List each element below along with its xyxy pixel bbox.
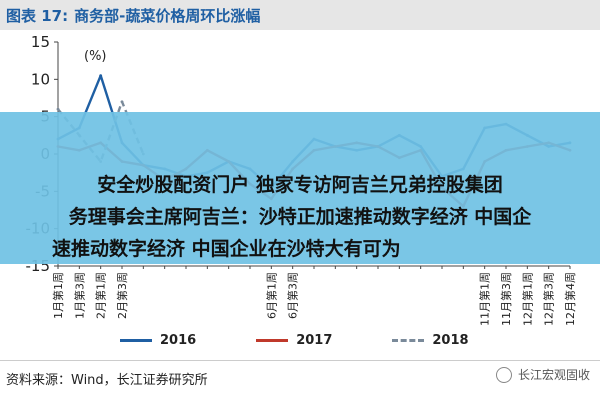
x-tick-label: 12月第1周 xyxy=(520,272,534,326)
x-tick-label: 1月第3周 xyxy=(72,272,86,319)
banner-line-1: 安全炒股配资门户 独家专访阿吉兰兄弟控股集团 xyxy=(97,174,503,196)
footer-divider xyxy=(0,360,600,361)
legend-label-2018: 2018 xyxy=(432,332,469,348)
wechat-logo-icon xyxy=(495,366,512,383)
publisher-logo: 长江宏观固收 xyxy=(495,366,590,383)
banner-line-3: 速推动数字经济 中国企业在沙特大有可为 xyxy=(52,238,401,260)
x-tick-label: 2月第3周 xyxy=(115,272,129,319)
y-tick-label: 15 xyxy=(31,33,50,51)
source-note: 资料来源：Wind，长江证券研究所 xyxy=(6,373,208,388)
legend-swatch-2017 xyxy=(256,338,289,342)
banner-line-2: 务理事会主席阿吉兰：沙特正加速推动数字经济 中国企 xyxy=(68,206,532,228)
legend-label-2017: 2017 xyxy=(296,332,333,348)
x-tick-label: 6月第1周 xyxy=(264,272,278,319)
x-tick-label: 12月第4周 xyxy=(563,272,577,326)
series-point-2016 xyxy=(99,74,103,77)
overlay-banner: 安全炒股配资门户 独家专访阿吉兰兄弟控股集团 务理事会主席阿吉兰：沙特正加速推动… xyxy=(0,112,600,264)
figure-title: 商务部-蔬菜价格周环比涨幅 xyxy=(74,6,261,25)
y-tick-label: 10 xyxy=(31,70,50,88)
x-tick-label: 2月第1周 xyxy=(94,272,108,319)
figure-number: 图表 17: xyxy=(6,6,69,25)
x-tick-label: 1月第1周 xyxy=(51,272,65,319)
series-point-2018 xyxy=(120,100,124,104)
x-tick-label: 12月第3周 xyxy=(542,272,556,326)
chart-legend: 2016 2017 2018 xyxy=(120,328,469,352)
x-tick-label: 11月第1周 xyxy=(478,272,492,326)
legend-swatch-2016 xyxy=(120,338,152,342)
unit-label: (%) xyxy=(84,49,107,64)
legend-label-2016: 2016 xyxy=(160,332,197,348)
logo-text: 长江宏观固收 xyxy=(517,368,590,382)
series-point-2018 xyxy=(56,107,60,111)
legend-item-2017: 2017 xyxy=(256,333,332,348)
x-tick-label: 11月第3周 xyxy=(499,272,513,326)
figure-title-bar: 图表 17: 商务部-蔬菜价格周环比涨幅 xyxy=(0,0,600,30)
legend-swatch-2018 xyxy=(392,338,425,342)
legend-item-2016: 2016 xyxy=(120,333,196,348)
legend-item-2018: 2018 xyxy=(392,332,469,348)
x-tick-label: 6月第3周 xyxy=(286,272,300,319)
